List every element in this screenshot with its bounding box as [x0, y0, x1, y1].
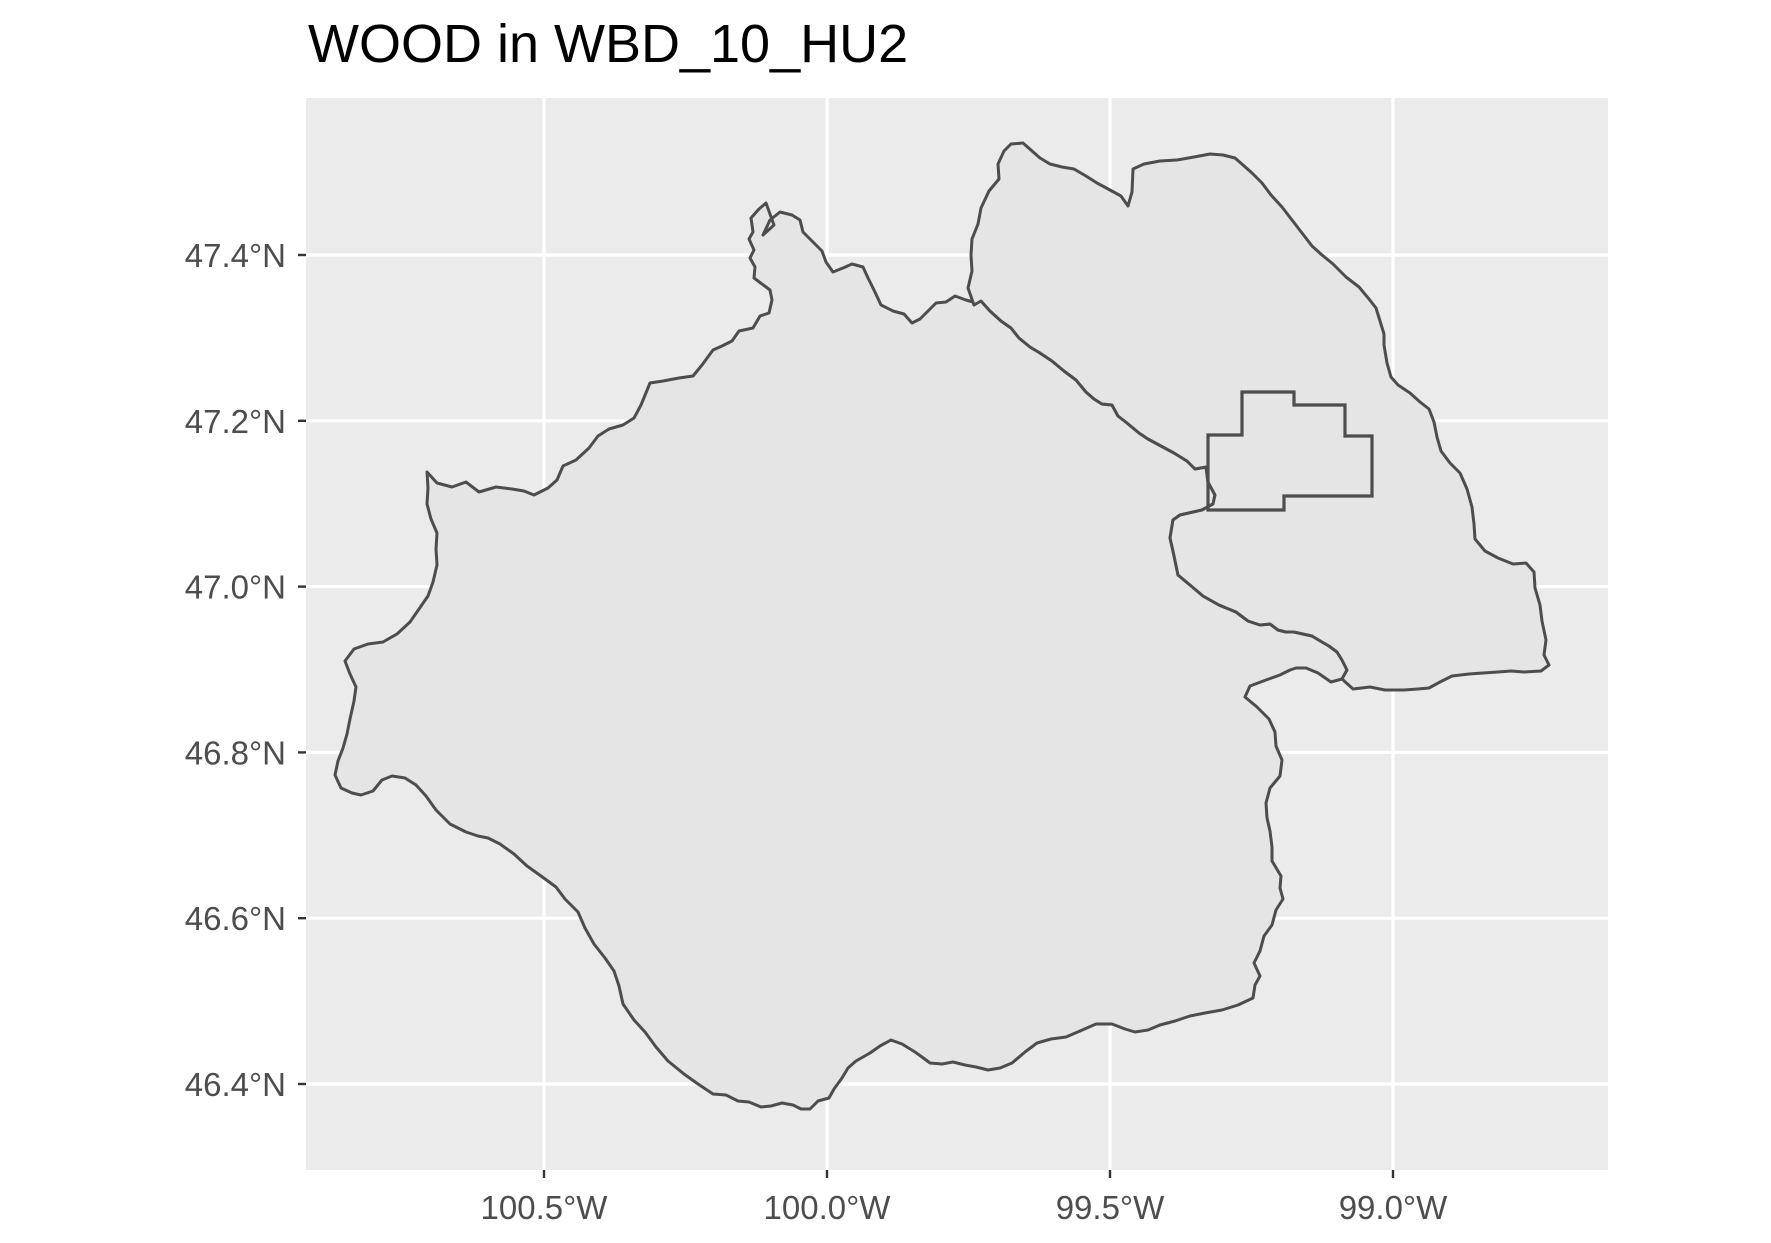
watershed-main [333, 201, 1349, 1111]
wood-boundary [1206, 390, 1374, 512]
x-tick-label: 100.5°W [481, 1189, 609, 1226]
y-axis: 47.4°N 47.2°N 47.0°N 46.8°N 46.6°N 46.4°N [185, 237, 306, 1103]
x-tick-label: 99.0°W [1339, 1189, 1448, 1226]
x-tick-label: 99.5°W [1056, 1189, 1165, 1226]
watershed-polygons [333, 141, 1551, 1111]
y-tick-label: 46.8°N [185, 734, 286, 771]
map-title: WOOD in WBD_10_HU2 [308, 14, 908, 74]
watershed-east [966, 141, 1551, 692]
y-tick-label: 46.6°N [185, 900, 286, 937]
y-tick-label: 47.2°N [185, 403, 286, 440]
y-tick-label: 47.4°N [185, 237, 286, 274]
y-tick-label: 46.4°N [185, 1066, 286, 1103]
y-tick-label: 47.0°N [185, 569, 286, 606]
x-axis: 100.5°W 100.0°W 99.5°W 99.0°W [481, 1170, 1448, 1226]
x-tick-label: 100.0°W [764, 1189, 892, 1226]
